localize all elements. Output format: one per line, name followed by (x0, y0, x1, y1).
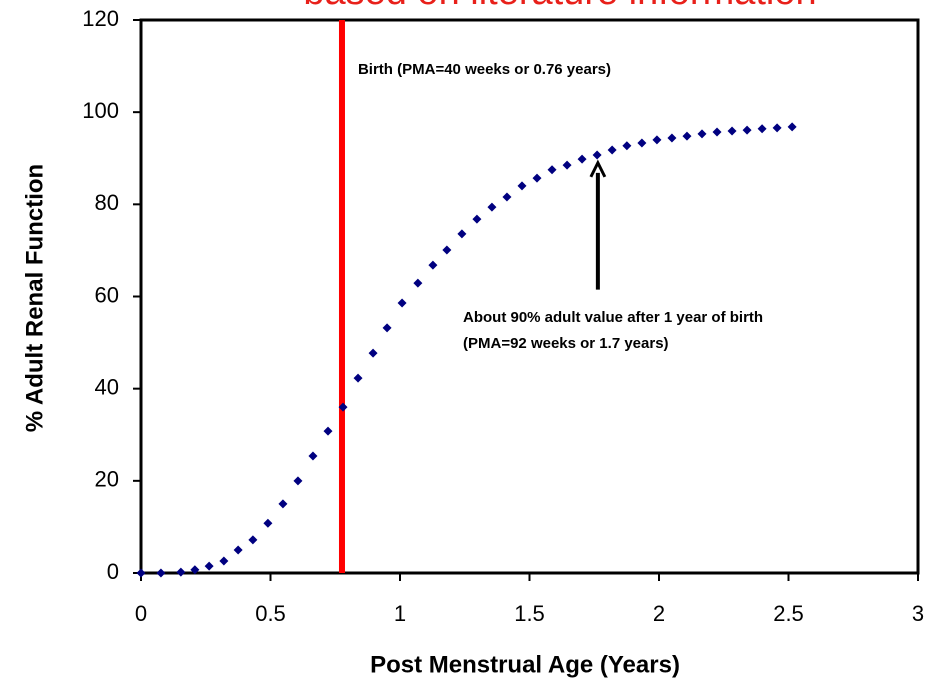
point (772, 123, 782, 133)
point (413, 278, 423, 288)
point (397, 298, 407, 308)
y-tick-label: 60 (95, 282, 119, 307)
point (727, 126, 737, 136)
point (607, 145, 617, 155)
point (742, 125, 752, 135)
x-tick-label: 0.5 (255, 601, 286, 626)
point (338, 402, 348, 412)
y-tick-label: 100 (82, 98, 119, 123)
arrow-note: (PMA=92 weeks or 1.7 years) (463, 335, 669, 352)
point (190, 565, 200, 575)
y-tick-label: 0 (107, 559, 119, 584)
point (547, 165, 557, 175)
point (278, 499, 288, 509)
y-tick-label: 80 (95, 190, 119, 215)
point (592, 150, 602, 160)
point (637, 138, 647, 148)
point (368, 348, 378, 358)
point (532, 173, 542, 183)
y-tick-label: 40 (95, 374, 119, 399)
chart-title: based on literature information (303, 0, 816, 13)
point (293, 476, 303, 486)
birth-note: Birth (PMA=40 weeks or 0.76 years) (358, 61, 611, 78)
point (472, 214, 482, 224)
point (176, 567, 186, 577)
point (577, 154, 587, 164)
y-axis-label: % Adult Renal Function (21, 164, 48, 432)
point (248, 535, 258, 545)
arrow-head (589, 159, 607, 178)
point (787, 122, 797, 132)
point (652, 135, 662, 145)
x-tick-label: 2.5 (773, 601, 804, 626)
point (517, 181, 527, 191)
point (156, 568, 166, 578)
point (697, 129, 707, 139)
point (487, 202, 497, 212)
point (263, 518, 273, 528)
point (353, 373, 363, 383)
x-axis-label: Post Menstrual Age (Years) (370, 651, 680, 678)
point (219, 556, 229, 566)
point (712, 127, 722, 137)
point (136, 568, 146, 578)
x-tick-label: 1.5 (514, 601, 545, 626)
y-tick-label: 120 (82, 6, 119, 31)
point (442, 245, 452, 255)
point (457, 229, 467, 239)
point (562, 160, 572, 170)
point (622, 141, 632, 151)
point (204, 561, 214, 571)
plot-frame (139, 18, 920, 575)
x-tick-label: 0 (135, 601, 147, 626)
point (667, 133, 677, 143)
point (682, 131, 692, 141)
point (382, 323, 392, 333)
x-tick-label: 2 (653, 601, 665, 626)
point (757, 124, 767, 134)
point (233, 545, 243, 555)
point (428, 260, 438, 270)
point (308, 451, 318, 461)
x-tick-label: 3 (912, 601, 924, 626)
x-tick-label: 1 (394, 601, 406, 626)
point (502, 192, 512, 202)
arrow-note: About 90% adult value after 1 year of bi… (463, 309, 763, 326)
point (323, 426, 333, 436)
y-tick-label: 20 (95, 467, 119, 492)
